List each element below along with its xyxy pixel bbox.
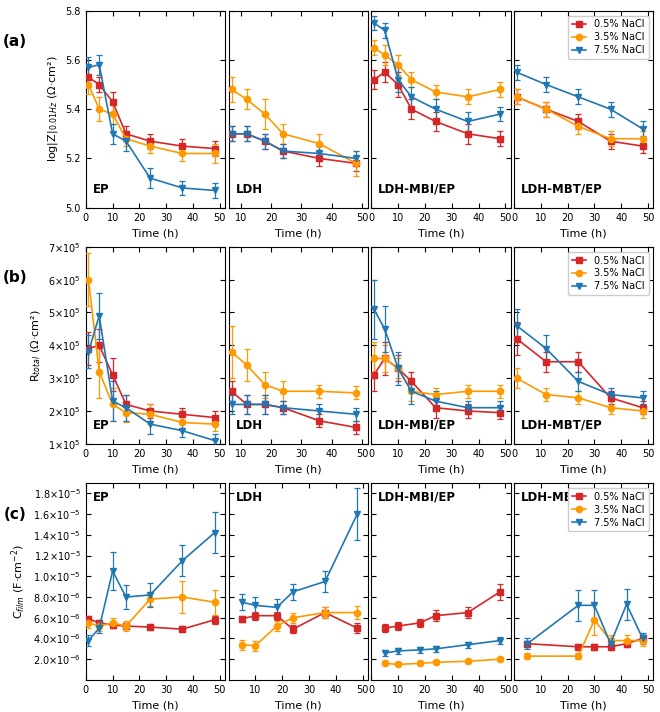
X-axis label: Time (h): Time (h)	[418, 701, 464, 711]
Text: (a): (a)	[3, 34, 27, 49]
Text: LDH-MBI/EP: LDH-MBI/EP	[378, 183, 456, 196]
Text: LDH-MBT/EP: LDH-MBT/EP	[521, 419, 603, 432]
Legend: 0.5% NaCl, 3.5% NaCl, 7.5% NaCl: 0.5% NaCl, 3.5% NaCl, 7.5% NaCl	[568, 251, 649, 295]
Text: LDH-MBI/EP: LDH-MBI/EP	[378, 419, 456, 432]
Text: EP: EP	[93, 419, 110, 432]
Text: (c): (c)	[3, 507, 26, 522]
X-axis label: Time (h): Time (h)	[560, 228, 607, 238]
X-axis label: Time (h): Time (h)	[418, 464, 464, 474]
Y-axis label: log|Z|$_{0.01Hz}$ (Ω·cm²): log|Z|$_{0.01Hz}$ (Ω·cm²)	[46, 56, 60, 162]
X-axis label: Time (h): Time (h)	[275, 701, 321, 711]
X-axis label: Time (h): Time (h)	[132, 228, 179, 238]
Legend: 0.5% NaCl, 3.5% NaCl, 7.5% NaCl: 0.5% NaCl, 3.5% NaCl, 7.5% NaCl	[568, 488, 649, 531]
Text: EP: EP	[93, 491, 110, 504]
X-axis label: Time (h): Time (h)	[560, 464, 607, 474]
Text: LDH: LDH	[236, 419, 263, 432]
Legend: 0.5% NaCl, 3.5% NaCl, 7.5% NaCl: 0.5% NaCl, 3.5% NaCl, 7.5% NaCl	[568, 16, 649, 59]
X-axis label: Time (h): Time (h)	[132, 464, 179, 474]
Text: LDH-MBT/EP: LDH-MBT/EP	[521, 183, 603, 196]
Y-axis label: C$_{film}$ (F·cm$^{-2}$): C$_{film}$ (F·cm$^{-2}$)	[9, 544, 28, 619]
X-axis label: Time (h): Time (h)	[418, 228, 464, 238]
X-axis label: Time (h): Time (h)	[275, 464, 321, 474]
X-axis label: Time (h): Time (h)	[132, 701, 179, 711]
Text: EP: EP	[93, 183, 110, 196]
Text: (b): (b)	[3, 271, 27, 286]
Text: LDH: LDH	[236, 491, 263, 504]
X-axis label: Time (h): Time (h)	[275, 228, 321, 238]
Text: LDH-MBI/EP: LDH-MBI/EP	[378, 491, 456, 504]
Y-axis label: R$_{total}$ (Ω·cm²): R$_{total}$ (Ω·cm²)	[29, 309, 43, 382]
Text: LDH: LDH	[236, 183, 263, 196]
X-axis label: Time (h): Time (h)	[560, 701, 607, 711]
Text: LDH-MBT/EP: LDH-MBT/EP	[521, 491, 603, 504]
